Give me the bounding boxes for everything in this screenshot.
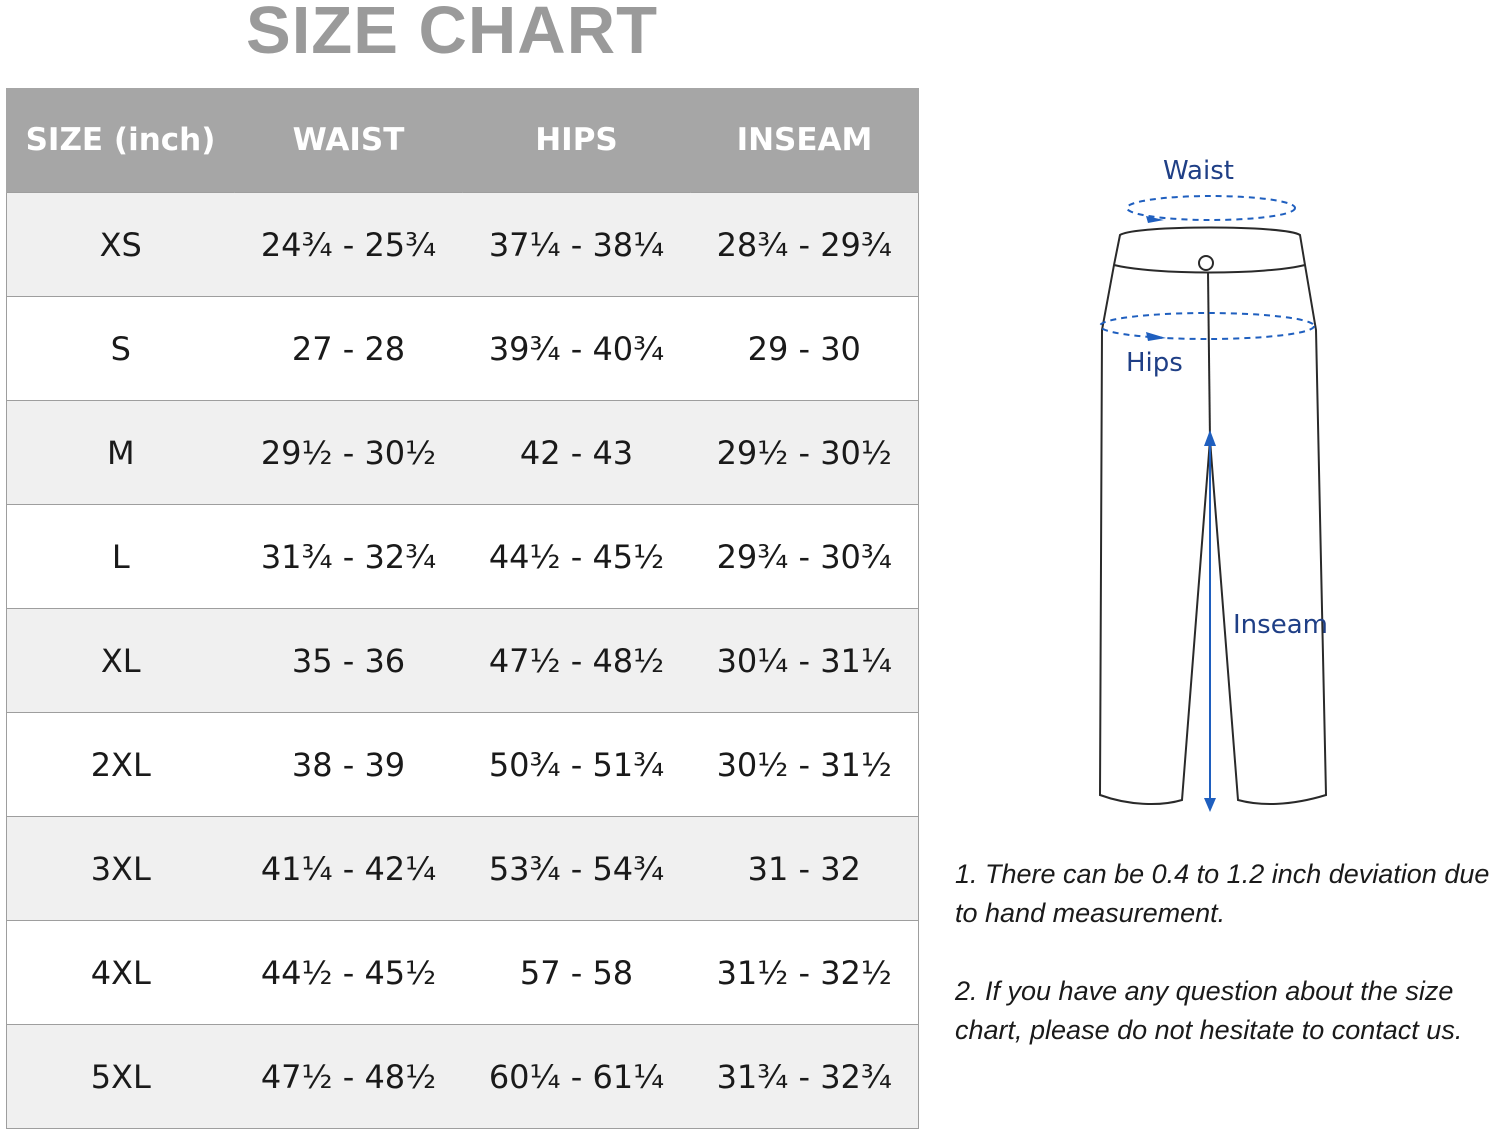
- pants-illustration: [1098, 195, 1328, 812]
- hips-measure-line: [1099, 312, 1315, 340]
- table-row: M 29½ - 30½ 42 - 43 29½ - 30½: [6, 400, 919, 505]
- cell-inseam: 29½ - 30½: [690, 400, 919, 505]
- cell-size: 2XL: [6, 712, 235, 817]
- cell-size: S: [6, 296, 235, 401]
- cell-size: 3XL: [6, 816, 235, 921]
- cell-inseam: 31¾ - 32¾: [690, 1024, 919, 1129]
- page-title: SIZE CHART: [246, 0, 658, 68]
- cell-waist: 24¾ - 25¾: [234, 192, 463, 297]
- cell-hips: 39¾ - 40¾: [462, 296, 691, 401]
- inseam-arrow-up-icon: [1204, 430, 1216, 446]
- waist-arrow-icon: [1146, 216, 1164, 223]
- pants-diagram: Waist Hips Inseam: [1080, 150, 1340, 830]
- waist-label: Waist: [1163, 156, 1234, 186]
- header-waist: WAIST: [234, 88, 463, 193]
- table-row: 2XL 38 - 39 50¾ - 51¾ 30½ - 31½: [6, 712, 919, 817]
- hips-label: Hips: [1126, 348, 1183, 378]
- cell-hips: 44½ - 45½: [462, 504, 691, 609]
- cell-hips: 60¼ - 61¼: [462, 1024, 691, 1129]
- cell-size: 4XL: [6, 920, 235, 1025]
- cell-waist: 44½ - 45½: [234, 920, 463, 1025]
- inseam-label: Inseam: [1233, 610, 1328, 640]
- cell-size: XS: [6, 192, 235, 297]
- table-row: L 31¾ - 32¾ 44½ - 45½ 29¾ - 30¾: [6, 504, 919, 609]
- cell-inseam: 30½ - 31½: [690, 712, 919, 817]
- inseam-arrow-down-icon: [1204, 798, 1216, 812]
- header-size: SIZE (inch): [6, 88, 235, 193]
- waist-measure-line: [1126, 195, 1296, 221]
- cell-waist: 27 - 28: [234, 296, 463, 401]
- cell-hips: 50¾ - 51¾: [462, 712, 691, 817]
- cell-inseam: 30¼ - 31¼: [690, 608, 919, 713]
- cell-hips: 42 - 43: [462, 400, 691, 505]
- table-row: 3XL 41¼ - 42¼ 53¾ - 54¾ 31 - 32: [6, 816, 919, 921]
- pants-outline: [1098, 226, 1328, 805]
- cell-inseam: 29¾ - 30¾: [690, 504, 919, 609]
- size-table: SIZE (inch) WAIST HIPS INSEAM XS 24¾ - 25…: [6, 88, 919, 1129]
- table-row: S 27 - 28 39¾ - 40¾ 29 - 30: [6, 296, 919, 401]
- table-row: XL 35 - 36 47½ - 48½ 30¼ - 31¼: [6, 608, 919, 713]
- cell-waist: 38 - 39: [234, 712, 463, 817]
- cell-waist: 31¾ - 32¾: [234, 504, 463, 609]
- cell-inseam: 31 - 32: [690, 816, 919, 921]
- table-header-row: SIZE (inch) WAIST HIPS INSEAM: [6, 88, 919, 193]
- cell-waist: 35 - 36: [234, 608, 463, 713]
- cell-inseam: 29 - 30: [690, 296, 919, 401]
- cell-size: 5XL: [6, 1024, 235, 1129]
- cell-hips: 57 - 58: [462, 920, 691, 1025]
- cell-hips: 53¾ - 54¾: [462, 816, 691, 921]
- fly-line: [1207, 271, 1211, 441]
- waistband-line: [1113, 264, 1306, 274]
- header-inseam: INSEAM: [690, 88, 919, 193]
- table-row: XS 24¾ - 25¾ 37¼ - 38¼ 28¾ - 29¾: [6, 192, 919, 297]
- cell-inseam: 28¾ - 29¾: [690, 192, 919, 297]
- button-icon: [1198, 255, 1214, 271]
- cell-hips: 37¼ - 38¼: [462, 192, 691, 297]
- cell-waist: 29½ - 30½: [234, 400, 463, 505]
- table-row: 4XL 44½ - 45½ 57 - 58 31½ - 32½: [6, 920, 919, 1025]
- table-row: 5XL 47½ - 48½ 60¼ - 61¼ 31¾ - 32¾: [6, 1024, 919, 1129]
- note-deviation: 1. There can be 0.4 to 1.2 inch deviatio…: [955, 859, 1490, 928]
- cell-size: XL: [6, 608, 235, 713]
- cell-hips: 47½ - 48½: [462, 608, 691, 713]
- cell-size: M: [6, 400, 235, 505]
- hips-arrow-icon: [1146, 332, 1166, 341]
- note-contact: 2. If you have any question about the si…: [955, 976, 1463, 1045]
- cell-inseam: 31½ - 32½: [690, 920, 919, 1025]
- cell-waist: 47½ - 48½: [234, 1024, 463, 1129]
- cell-size: L: [6, 504, 235, 609]
- header-hips: HIPS: [462, 88, 691, 193]
- notes: 1. There can be 0.4 to 1.2 inch deviatio…: [955, 855, 1500, 1089]
- cell-waist: 41¼ - 42¼: [234, 816, 463, 921]
- table-body: XS 24¾ - 25¾ 37¼ - 38¼ 28¾ - 29¾ S 27 - 28 39¾…: [6, 192, 919, 1129]
